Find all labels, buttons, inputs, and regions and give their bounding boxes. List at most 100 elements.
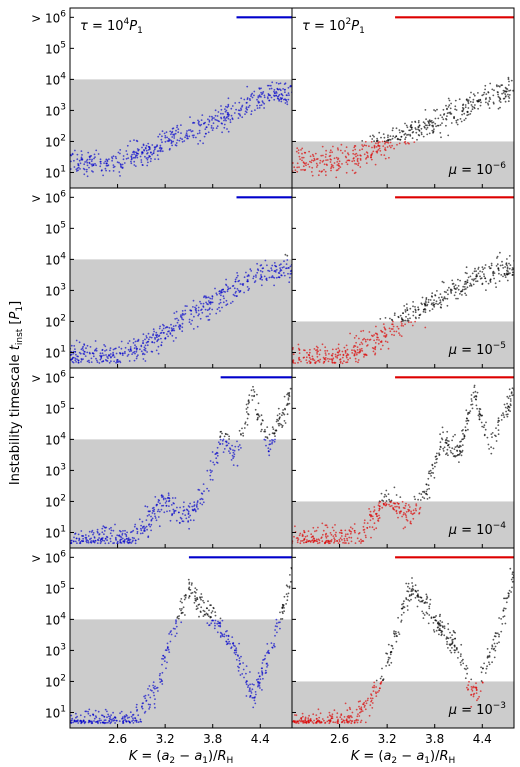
data-point <box>74 149 76 152</box>
data-point <box>305 162 308 164</box>
data-point <box>488 96 491 99</box>
data-point <box>417 595 420 598</box>
data-point <box>501 84 504 86</box>
data-point <box>256 262 258 265</box>
data-point <box>351 349 353 352</box>
data-point <box>451 642 453 645</box>
data-point <box>425 298 428 301</box>
data-point <box>501 92 503 95</box>
data-point <box>435 125 437 128</box>
data-point <box>152 686 155 689</box>
data-point <box>355 708 358 711</box>
data-point <box>125 535 128 538</box>
data-point <box>456 445 458 448</box>
y-tick-label: 103 <box>45 462 66 478</box>
data-point <box>185 132 188 135</box>
data-point <box>324 346 327 349</box>
data-point <box>333 537 335 539</box>
data-point <box>102 722 105 724</box>
data-point <box>405 124 408 127</box>
data-point <box>501 623 504 625</box>
data-point <box>166 136 169 139</box>
data-point <box>376 691 379 693</box>
data-point <box>252 277 255 280</box>
data-point <box>82 345 84 348</box>
data-point <box>384 157 387 160</box>
data-point <box>505 91 508 93</box>
data-point <box>421 496 424 498</box>
data-point <box>168 510 171 512</box>
data-point <box>75 353 77 356</box>
data-point <box>229 447 231 450</box>
data-point <box>398 507 401 509</box>
data-point <box>181 611 184 614</box>
data-point <box>97 532 99 534</box>
data-point <box>150 151 152 154</box>
data-point <box>242 284 244 286</box>
data-point <box>237 448 240 451</box>
data-point <box>122 530 124 532</box>
data-point <box>483 662 485 665</box>
data-point <box>226 128 228 130</box>
data-point <box>389 317 391 320</box>
data-point <box>280 100 283 103</box>
data-point <box>90 163 93 166</box>
data-point <box>109 353 112 355</box>
data-point <box>206 296 208 299</box>
x-axis-label-left: K = (a2 − a1)/RH <box>129 749 234 766</box>
data-point <box>173 135 176 137</box>
data-point <box>445 104 447 107</box>
data-point <box>506 266 509 269</box>
data-point <box>280 423 283 426</box>
data-point <box>197 143 200 145</box>
data-point <box>389 653 392 656</box>
data-point <box>510 591 512 593</box>
data-point <box>339 149 342 152</box>
data-point <box>184 305 187 307</box>
data-point <box>105 169 107 172</box>
data-point <box>256 271 259 274</box>
data-point <box>139 348 141 351</box>
data-point <box>426 595 428 598</box>
data-point <box>436 626 439 629</box>
data-point <box>99 162 102 165</box>
data-point <box>383 335 385 337</box>
data-point <box>258 88 261 90</box>
data-point <box>475 688 478 691</box>
data-point <box>363 337 365 340</box>
data-point <box>293 166 296 169</box>
data-point <box>133 347 136 350</box>
data-point <box>192 136 195 139</box>
data-point <box>319 159 322 162</box>
data-point <box>127 538 130 541</box>
data-point <box>236 274 239 277</box>
data-point <box>431 121 433 124</box>
data-point <box>465 420 468 422</box>
data-point <box>479 277 482 280</box>
data-point <box>388 327 391 330</box>
data-point <box>112 717 115 720</box>
data-point <box>159 681 162 683</box>
data-point <box>463 437 466 439</box>
data-point <box>454 446 457 448</box>
data-point <box>358 705 360 708</box>
data-point <box>472 685 475 688</box>
data-point <box>463 667 466 670</box>
data-point <box>397 327 400 330</box>
data-point <box>126 541 129 543</box>
data-point <box>93 541 96 544</box>
data-point <box>199 139 202 142</box>
data-point <box>229 452 231 454</box>
data-point <box>463 286 466 288</box>
data-point <box>276 414 279 417</box>
data-point <box>495 440 498 442</box>
y-tick-label: 101 <box>45 344 66 360</box>
data-point <box>103 533 105 536</box>
data-point <box>189 129 192 131</box>
data-point <box>142 333 145 336</box>
data-point <box>225 299 228 302</box>
data-point <box>324 533 327 536</box>
data-point <box>464 292 466 295</box>
data-point <box>71 357 74 360</box>
y-tick-label: > 106 <box>31 189 66 205</box>
